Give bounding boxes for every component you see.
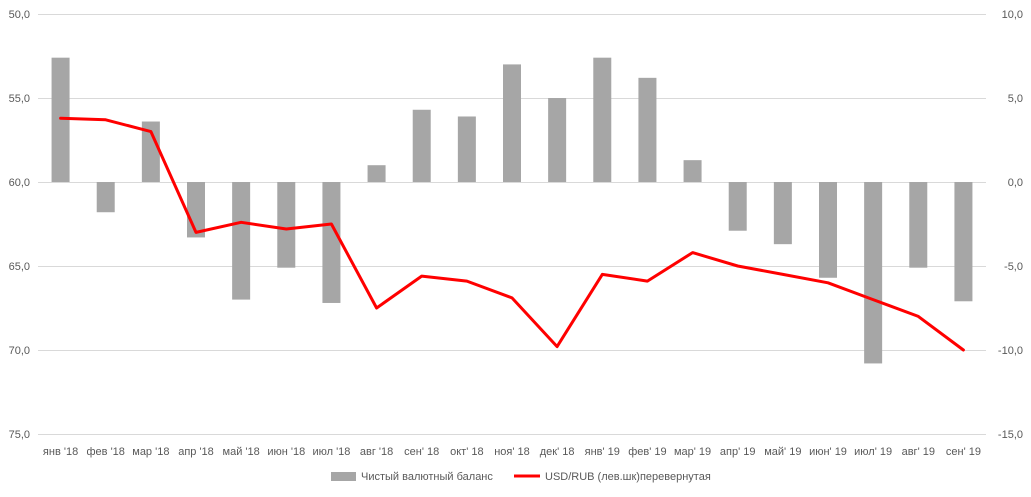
left-tick-label: 70,0 — [9, 345, 30, 357]
x-tick-label: июл '18 — [312, 446, 350, 458]
x-tick-label: авг '18 — [360, 446, 393, 458]
right-tick-label: 5,0 — [1008, 93, 1023, 105]
bar — [638, 77, 657, 182]
x-tick-label: авг' 19 — [902, 446, 935, 458]
bar — [367, 165, 386, 182]
bar-series — [51, 57, 973, 364]
bar — [773, 182, 792, 245]
x-tick-label: май' 19 — [764, 446, 801, 458]
left-axis-ticks: 50,0 55,0 60,0 65,0 70,0 75,0 — [9, 9, 30, 441]
x-tick-label: май '18 — [223, 446, 260, 458]
legend-bar-label: Чистый валютный баланс — [361, 471, 493, 483]
x-tick-label: фев '18 — [87, 446, 125, 458]
x-tick-label: сен' 18 — [404, 446, 439, 458]
bar — [51, 57, 70, 182]
series-line — [59, 116, 965, 352]
left-tick-label: 60,0 — [9, 177, 30, 189]
bar — [96, 182, 115, 213]
x-tick-label: янв' 19 — [585, 446, 620, 458]
x-tick-label: апр '18 — [178, 446, 214, 458]
bar — [593, 57, 612, 182]
x-tick-label: июн' 19 — [809, 446, 847, 458]
x-tick-label: фев' 19 — [628, 446, 666, 458]
bar — [864, 182, 883, 364]
bar — [503, 64, 521, 182]
bar — [728, 182, 747, 231]
right-tick-label: -15,0 — [998, 429, 1023, 441]
legend-line-label: USD/RUB (лев.шк)перевернутая — [545, 471, 711, 483]
legend-bar-swatch — [331, 472, 356, 481]
left-tick-label: 50,0 — [9, 9, 30, 21]
x-tick-label: мар '18 — [132, 446, 169, 458]
bar — [457, 116, 476, 182]
bar — [141, 121, 160, 182]
bar — [683, 160, 702, 182]
x-tick-label: апр' 19 — [720, 446, 756, 458]
left-tick-label: 65,0 — [9, 261, 30, 273]
right-axis-ticks: 10,0 5,0 0,0 -5,0 -10,0 -15,0 — [998, 9, 1023, 441]
legend: Чистый валютный баланс USD/RUB (лев.шк)п… — [331, 471, 711, 483]
bar — [277, 182, 296, 268]
x-tick-label: июл' 19 — [854, 446, 892, 458]
bar — [548, 98, 567, 182]
x-tick-label: июн '18 — [267, 446, 305, 458]
x-tick-label: ноя' 18 — [494, 446, 530, 458]
left-tick-label: 55,0 — [9, 93, 30, 105]
x-tick-label: сен' 19 — [946, 446, 981, 458]
bar — [322, 182, 341, 303]
right-tick-label: -10,0 — [998, 345, 1023, 357]
bar — [232, 182, 251, 300]
x-tick-label: окт' 18 — [450, 446, 483, 458]
left-tick-label: 75,0 — [9, 429, 30, 441]
right-tick-label: -5,0 — [1004, 261, 1023, 273]
bar — [819, 182, 837, 278]
x-tick-label: дек' 18 — [540, 446, 575, 458]
bar — [954, 182, 973, 302]
bar — [909, 182, 928, 268]
line-series — [59, 116, 965, 352]
x-tick-label: янв '18 — [43, 446, 78, 458]
bar — [412, 109, 431, 182]
x-tick-label: мар' 19 — [674, 446, 711, 458]
right-tick-label: 0,0 — [1008, 177, 1023, 189]
right-tick-label: 10,0 — [1002, 9, 1023, 21]
x-axis-ticks: янв '18 фев '18 мар '18 апр '18 май '18 июн '… — [43, 446, 981, 458]
